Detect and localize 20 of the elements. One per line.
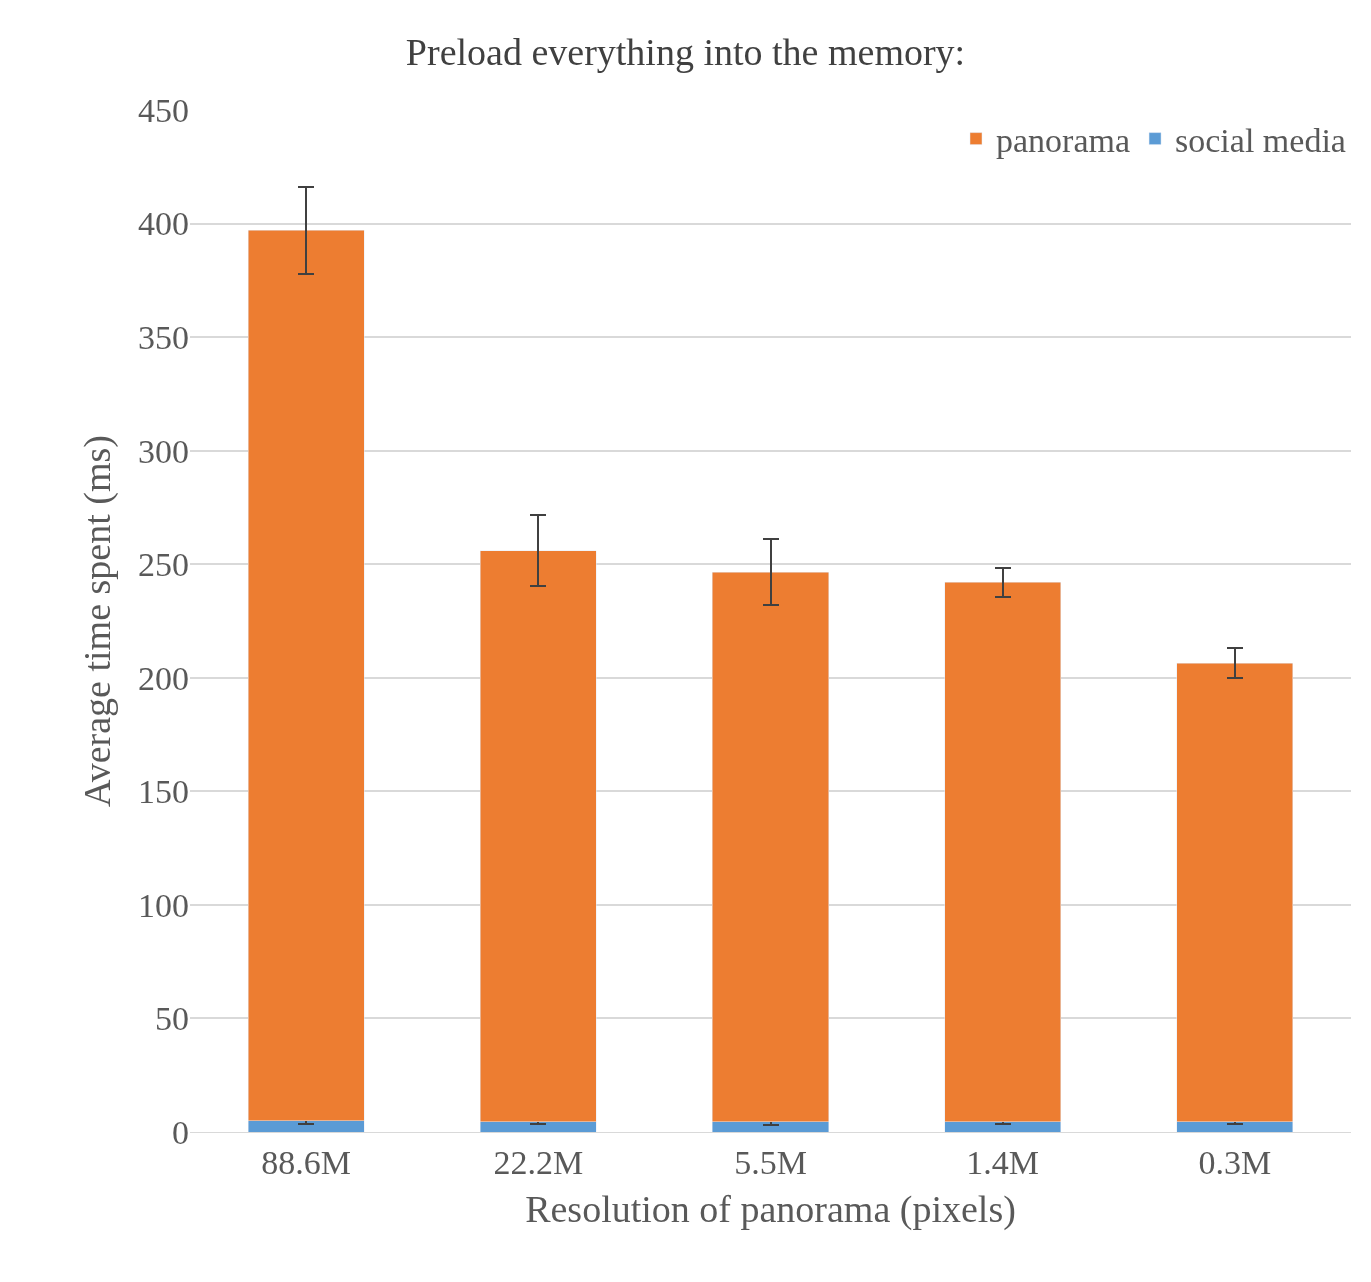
legend-label: panorama: [996, 121, 1131, 159]
x-tick-label: 1.4M: [966, 1143, 1040, 1181]
x-axis-title: Resolution of panorama (pixels): [525, 1187, 1016, 1231]
legend-label: social media: [1175, 121, 1346, 159]
y-tick-label: 250: [138, 546, 189, 584]
x-tick-label: 22.2M: [493, 1143, 584, 1181]
y-tick-label: 200: [138, 659, 189, 697]
y-axis-title: Average time spent (ms): [76, 435, 120, 807]
y-tick-label: 400: [138, 205, 189, 243]
y-tick-label: 0: [172, 1113, 189, 1151]
y-tick-label: 50: [155, 1000, 189, 1038]
chart-title: Preload everything into the memory:: [405, 31, 966, 74]
x-tick-label: 88.6M: [261, 1143, 351, 1181]
x-tick-label: 0.3M: [1198, 1143, 1272, 1181]
y-tick-label: 150: [138, 773, 189, 811]
y-tick-label: 450: [138, 91, 189, 129]
y-tick-label: 100: [138, 886, 189, 924]
y-tick-label: 350: [138, 319, 189, 357]
y-tick-label: 300: [138, 432, 189, 470]
x-tick-label: 5.5M: [734, 1143, 807, 1181]
